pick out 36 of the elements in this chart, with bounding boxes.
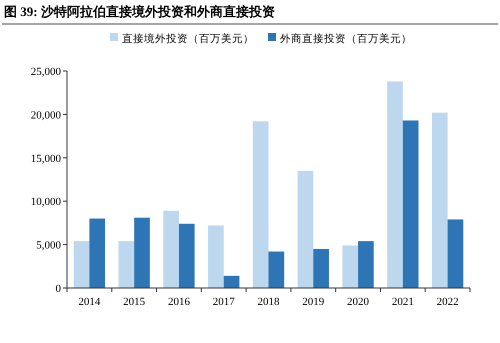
bar <box>252 121 268 288</box>
y-tick-label: 15,000 <box>30 152 62 165</box>
bar <box>432 112 448 288</box>
bar <box>448 219 464 288</box>
y-tick-label: 10,000 <box>30 196 62 208</box>
bar <box>224 276 240 288</box>
y-tick-label: 0 <box>56 283 62 295</box>
bar <box>402 120 419 288</box>
x-tick-label: 2021 <box>392 296 414 308</box>
x-tick-label: 2019 <box>302 296 325 308</box>
bar <box>358 241 374 288</box>
bar <box>208 226 224 288</box>
bar <box>89 218 106 288</box>
y-tick-label: 20,000 <box>30 109 62 122</box>
bar <box>313 248 329 288</box>
chart-title: 图 39: 沙特阿拉伯直接境外投资和外商直接投资 <box>4 4 275 19</box>
bar <box>134 218 150 288</box>
x-tick-label: 2018 <box>258 296 280 308</box>
legend-label: 直接境外投资（百万美元） <box>122 32 254 45</box>
bar <box>74 241 90 288</box>
x-tick-label: 2016 <box>168 296 190 308</box>
bar <box>268 252 284 288</box>
bar <box>118 241 134 288</box>
legend-label: 外商直接投资（百万美元） <box>280 32 412 45</box>
bar <box>342 245 358 288</box>
y-tick-label: 25,000 <box>30 66 62 78</box>
x-tick-label: 2017 <box>212 296 236 308</box>
bar <box>178 224 195 288</box>
y-tick-label: 5,000 <box>36 240 62 252</box>
bar <box>163 210 179 288</box>
x-tick-label: 2015 <box>123 296 146 308</box>
x-tick-label: 2014 <box>78 296 101 308</box>
bar <box>387 81 403 288</box>
x-tick-label: 2022 <box>436 296 459 308</box>
bar <box>298 170 314 288</box>
x-tick-label: 2020 <box>347 296 370 308</box>
